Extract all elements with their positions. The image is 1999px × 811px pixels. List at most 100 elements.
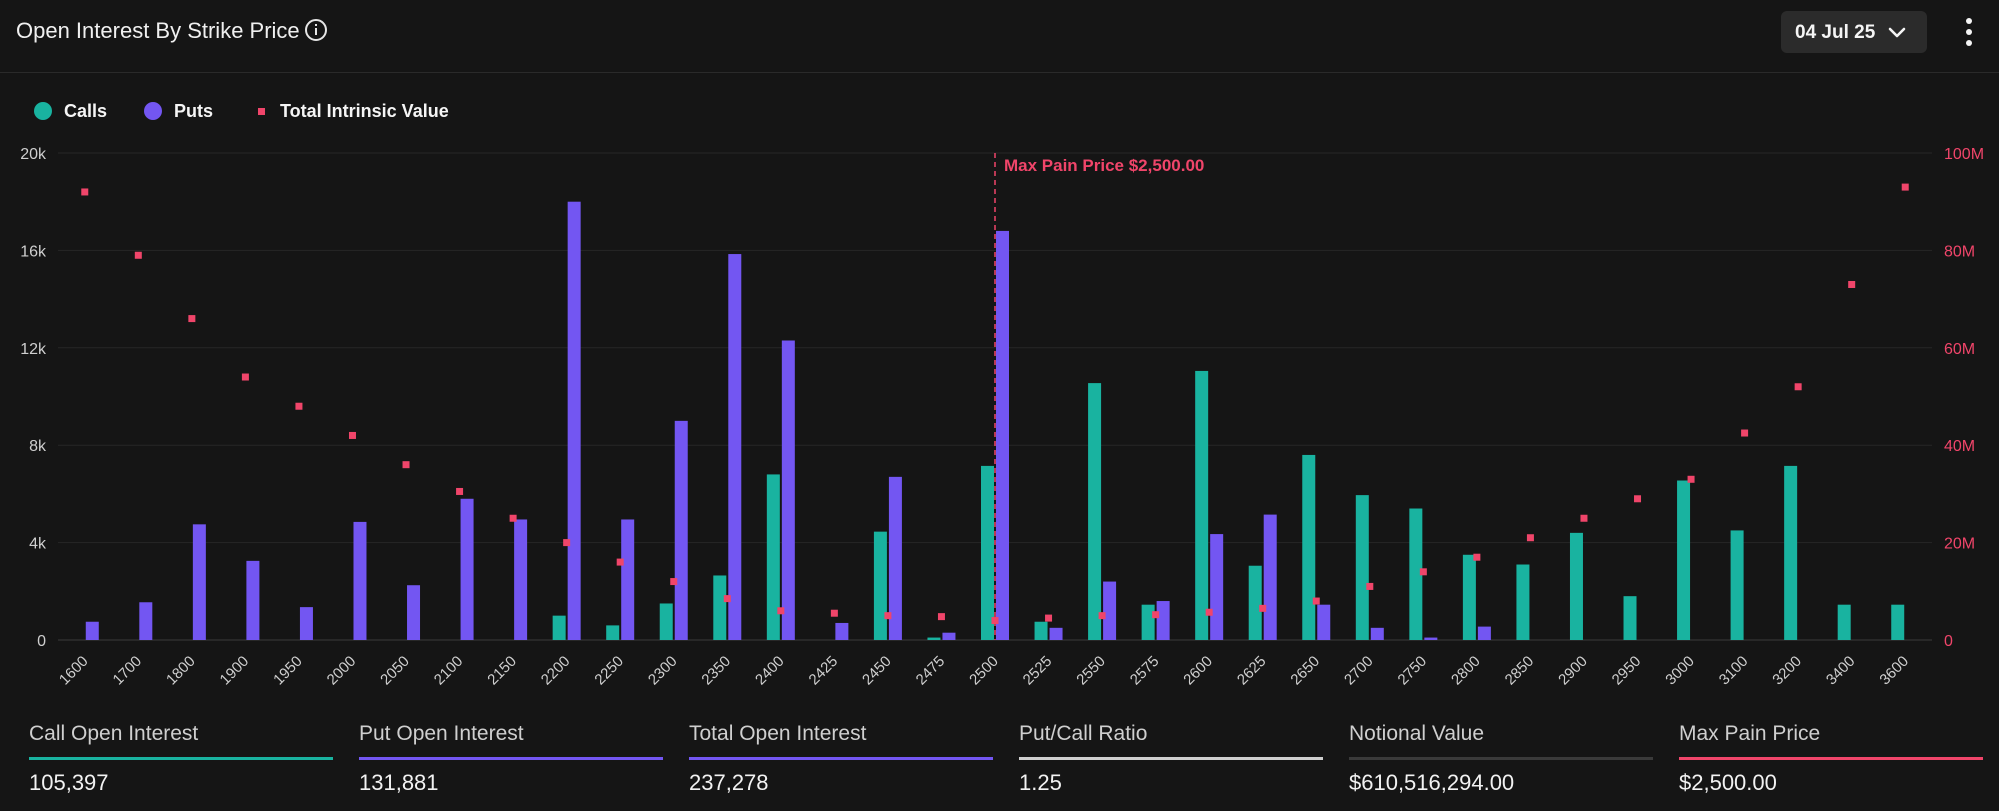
calls-bar <box>1837 604 1851 640</box>
intrinsic-value-point <box>1045 614 1053 622</box>
intrinsic-value-point <box>777 607 785 615</box>
y-tick-label-right: 0 <box>1944 633 1953 650</box>
x-tick-label: 2250 <box>591 653 627 689</box>
x-tick-label: 2475 <box>913 653 949 689</box>
intrinsic-value-point <box>134 251 142 259</box>
y-tick-label-left: 0 <box>37 633 46 650</box>
x-tick-label: 2300 <box>645 653 681 689</box>
calls-bar <box>1516 564 1530 640</box>
x-tick-label: 2750 <box>1395 653 1431 689</box>
puts-bar <box>407 585 421 640</box>
intrinsic-value-point <box>348 431 356 439</box>
x-tick-label: 2600 <box>1180 653 1216 689</box>
intrinsic-value-point <box>1580 514 1588 522</box>
intrinsic-value-point <box>1794 383 1802 391</box>
intrinsic-value-point <box>1366 582 1374 590</box>
calls-legend-marker <box>34 102 52 120</box>
page-title: Open Interest By Strike Price <box>16 18 300 43</box>
x-tick-label: 1700 <box>110 653 146 689</box>
intrinsic-value-point <box>1741 429 1749 437</box>
puts-bar <box>139 602 153 640</box>
stat-underline <box>29 757 333 760</box>
x-tick-label: 2525 <box>1020 653 1056 689</box>
x-tick-label: 2350 <box>698 653 734 689</box>
stat-underline <box>1019 757 1323 760</box>
x-tick-label: 2000 <box>324 653 360 689</box>
intrinsic-value-point <box>616 558 624 566</box>
date-select[interactable]: 04 Jul 25 <box>1781 11 1927 53</box>
calls-bar <box>1409 508 1423 640</box>
calls-bar <box>1248 565 1262 640</box>
legend-label-calls: Calls <box>64 101 108 121</box>
calls-bar <box>981 465 994 640</box>
intrinsic-value-point <box>1419 568 1427 576</box>
intrinsic-value-point <box>670 578 678 586</box>
puts-bar <box>621 519 635 640</box>
calls-bar <box>873 531 887 640</box>
x-tick-label: 2850 <box>1502 653 1538 689</box>
stat-label: Put Open Interest <box>359 722 524 745</box>
y-tick-label-right: 80M <box>1944 243 1975 260</box>
info-icon[interactable] <box>304 18 328 42</box>
puts-bar <box>1370 627 1384 640</box>
intrinsic-value-point <box>1259 604 1267 612</box>
stat-label: Total Open Interest <box>689 722 867 745</box>
x-tick-label: 3200 <box>1769 653 1805 689</box>
intrinsic-value-point <box>1848 280 1856 288</box>
puts-bar <box>1156 601 1170 640</box>
intrinsic-value-point <box>402 461 410 469</box>
x-tick-label: 2050 <box>377 653 413 689</box>
calls-bar <box>1891 604 1905 640</box>
intrinsic-value-point <box>1526 534 1534 542</box>
y-tick-label-left: 16k <box>20 243 47 260</box>
calls-bar <box>927 637 941 640</box>
puts-bar <box>1263 514 1277 640</box>
calls-bar <box>1623 596 1637 640</box>
date-select-value: 04 Jul 25 <box>1795 22 1876 43</box>
stat-value: 1.25 <box>1019 770 1062 795</box>
puts-bar <box>246 560 260 640</box>
puts-bar <box>1477 626 1491 640</box>
intrinsic-value-point <box>509 514 517 522</box>
stat-label: Call Open Interest <box>29 722 199 745</box>
calls-bar <box>713 575 727 640</box>
more-vertical-icon[interactable] <box>1957 14 1981 50</box>
intrinsic-value-point <box>1205 608 1213 616</box>
x-tick-label: 1950 <box>270 653 306 689</box>
puts-bar <box>514 519 528 640</box>
y-tick-label-right: 60M <box>1944 341 1975 358</box>
x-tick-label: 3400 <box>1823 653 1859 689</box>
intrinsic-value-point <box>1634 495 1642 503</box>
intrinsic-value-point <box>1901 183 1909 191</box>
chart-header: Open Interest By Strike Price 04 Jul 25 <box>0 0 1999 73</box>
x-tick-label: 2425 <box>806 653 842 689</box>
x-tick-label: 3100 <box>1716 653 1752 689</box>
x-tick-label: 2900 <box>1555 653 1591 689</box>
x-tick-label: 2150 <box>484 653 520 689</box>
x-tick-label: 2650 <box>1287 653 1323 689</box>
puts-bar <box>460 498 474 640</box>
stat-underline <box>1349 757 1653 760</box>
intrinsic-value-point <box>1312 597 1320 605</box>
calls-bar <box>1195 370 1209 640</box>
calls-bar <box>1355 495 1369 640</box>
x-tick-label: 2200 <box>538 653 574 689</box>
calls-bar <box>1462 554 1476 640</box>
stat-value: 237,278 <box>689 770 769 795</box>
calls-bar <box>552 615 566 640</box>
stat-value: 105,397 <box>29 770 109 795</box>
x-tick-label: 2550 <box>1073 653 1109 689</box>
puts-bar <box>996 230 1009 641</box>
puts-bar <box>299 607 313 640</box>
puts-bar <box>1103 581 1117 640</box>
intrinsic-value-point <box>241 373 249 381</box>
stat-label: Notional Value <box>1349 722 1485 745</box>
puts-bar <box>1317 604 1331 640</box>
puts-bar <box>85 621 99 640</box>
puts-bar <box>835 622 849 640</box>
puts-legend-marker <box>144 102 162 120</box>
stat-underline <box>689 757 993 760</box>
x-tick-label: 1600 <box>56 653 92 689</box>
stat-label: Put/Call Ratio <box>1019 722 1148 745</box>
x-tick-label: 2575 <box>1127 653 1163 689</box>
